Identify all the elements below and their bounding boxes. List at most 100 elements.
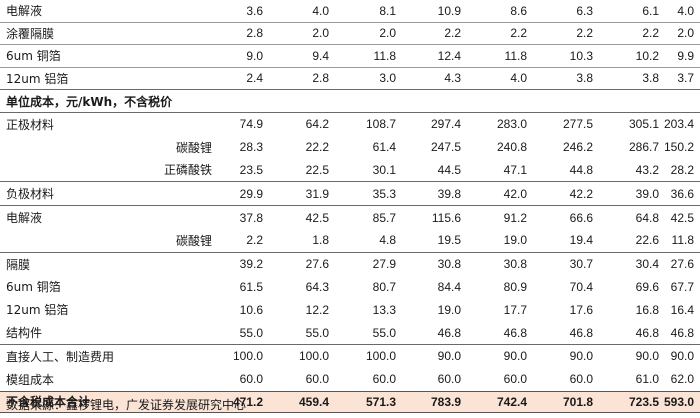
table-cell: 4.8 (379, 233, 396, 248)
table-cell: 23.5 (239, 162, 263, 177)
table-cell: 19.4 (569, 233, 593, 248)
table-cell: 100.0 (365, 349, 396, 364)
table-row: 12um 铝箔 2.4 2.8 3.0 4.3 4.0 3.8 3.8 3.7 (0, 68, 700, 90)
table-cell: 286.7 (628, 140, 659, 155)
table-cell: 471.2 (232, 394, 263, 409)
table-row: 碳酸锂 2.2 1.8 4.8 19.5 19.0 19.4 22.6 11.8 (0, 229, 700, 252)
table-cell: 60.0 (503, 372, 527, 387)
table-cell: 27.6 (670, 257, 694, 272)
total-row: 不含税成本合计 471.2 459.4 571.3 783.9 742.4 701.8 723… (0, 390, 700, 413)
table-cell: 2.0 (312, 26, 329, 41)
table-cell: 100.0 (232, 349, 263, 364)
row-divider (0, 89, 700, 90)
table-cell: 9.4 (312, 48, 329, 63)
row-divider (0, 44, 700, 45)
table-cell: 61.4 (372, 140, 396, 155)
table-cell: 9.9 (677, 48, 694, 63)
table-cell: 70.4 (569, 279, 593, 294)
table-cell: 4.0 (510, 71, 527, 86)
table-cell: 2.2 (444, 26, 461, 41)
table-cell: 17.7 (503, 302, 527, 317)
row-label: 电解液 (6, 211, 43, 226)
row-divider (0, 181, 700, 183)
table-cell: 80.7 (372, 279, 396, 294)
table-cell: 22.5 (305, 162, 329, 177)
table-cell: 39.2 (239, 257, 263, 272)
row-divider (0, 251, 700, 253)
table-cell: 46.8 (503, 325, 527, 340)
table-cell: 27.6 (305, 257, 329, 272)
table-cell: 19.0 (503, 233, 527, 248)
table-cell: 4.0 (312, 3, 329, 18)
table-cell: 35.3 (372, 186, 396, 201)
table-cell: 3.6 (246, 3, 263, 18)
table-cell: 2.2 (642, 26, 659, 41)
table-cell: 3.7 (677, 71, 694, 86)
table-cell: 2.8 (246, 26, 263, 41)
table-cell: 297.4 (430, 117, 461, 132)
table-cell: 2.2 (510, 26, 527, 41)
table-cell: 2.2 (576, 26, 593, 41)
table-cell: 742.4 (496, 394, 527, 409)
table-cell: 12.4 (437, 48, 461, 63)
table-cell: 6.3 (576, 3, 593, 18)
table-cell: 783.9 (430, 394, 461, 409)
table-cell: 90.0 (503, 349, 527, 364)
table-row: 正极材料 74.9 64.2 108.7 297.4 283.0 277.5 305.1 203… (0, 113, 700, 136)
table-cell: 240.8 (496, 140, 527, 155)
table-cell: 69.6 (635, 279, 659, 294)
table-row: 结构件 55.0 55.0 55.0 46.8 46.8 46.8 46.8 46.8 (0, 321, 700, 344)
table-cell: 10.9 (437, 3, 461, 18)
row-label: 模组成本 (6, 372, 55, 387)
row-divider (0, 66, 700, 68)
table-row: 电解液 37.8 42.5 85.7 115.6 91.2 66.6 64.8 42.5 (0, 206, 700, 229)
table-cell: 8.6 (510, 3, 527, 18)
table-cell: 305.1 (628, 117, 659, 132)
table-cell: 593.0 (663, 394, 694, 409)
table-cell: 11.8 (504, 48, 527, 63)
table-cell: 30.8 (503, 257, 527, 272)
table-cell: 28.3 (239, 140, 263, 155)
table-cell: 84.4 (437, 279, 461, 294)
table-cell: 37.8 (239, 210, 263, 225)
row-label: 隔膜 (6, 257, 31, 272)
table-cell: 3.0 (379, 71, 396, 86)
table-cell: 27.9 (372, 257, 396, 272)
table-cell: 10.6 (239, 302, 263, 317)
table-cell: 36.6 (670, 186, 694, 201)
row-label: 碳酸锂 (175, 233, 212, 248)
table-cell: 30.8 (437, 257, 461, 272)
table-cell: 46.8 (437, 325, 461, 340)
table-cell: 2.8 (312, 71, 329, 86)
table-cell: 55.0 (305, 325, 329, 340)
table-cell: 43.2 (635, 162, 659, 177)
table-row: 直接人工、制造费用 100.0 100.0 100.0 90.0 90.0 90.0 90.0… (0, 345, 700, 368)
table-cell: 16.8 (635, 302, 659, 317)
table-row: 6um 铜箔 61.5 64.3 80.7 84.4 80.9 70.4 69.6 67.7 (0, 276, 700, 299)
table-cell: 80.9 (503, 279, 527, 294)
table-cell: 115.6 (431, 210, 461, 225)
table-cell: 90.0 (635, 349, 659, 364)
table-cell: 60.0 (239, 372, 263, 387)
table-cell: 30.1 (372, 162, 396, 177)
table-cell: 31.9 (305, 186, 329, 201)
table-cell: 29.9 (239, 186, 263, 201)
table-cell: 91.2 (503, 210, 527, 225)
total-label: 不含税成本合计 (6, 395, 91, 410)
table-cell: 60.0 (372, 372, 396, 387)
table-cell: 246.2 (562, 140, 593, 155)
table-row: 负极材料 29.9 31.9 35.3 39.8 42.0 42.2 39.0 36.6 (0, 182, 700, 205)
table-cell: 2.2 (246, 233, 263, 248)
table-cell: 90.0 (437, 349, 461, 364)
table-cell: 66.6 (569, 210, 593, 225)
table-cell: 62.0 (670, 372, 694, 387)
table-cell: 64.2 (305, 117, 329, 132)
source-note: 数据来源：鑫椤锂电，广发证券发展研究中心 (6, 398, 247, 412)
row-label: 结构件 (6, 326, 43, 341)
table-cell: 17.6 (569, 302, 593, 317)
table-cell: 100.0 (298, 349, 329, 364)
table-cell: 90.0 (670, 349, 694, 364)
table-cell: 10.2 (635, 48, 659, 63)
table-cell: 55.0 (372, 325, 396, 340)
